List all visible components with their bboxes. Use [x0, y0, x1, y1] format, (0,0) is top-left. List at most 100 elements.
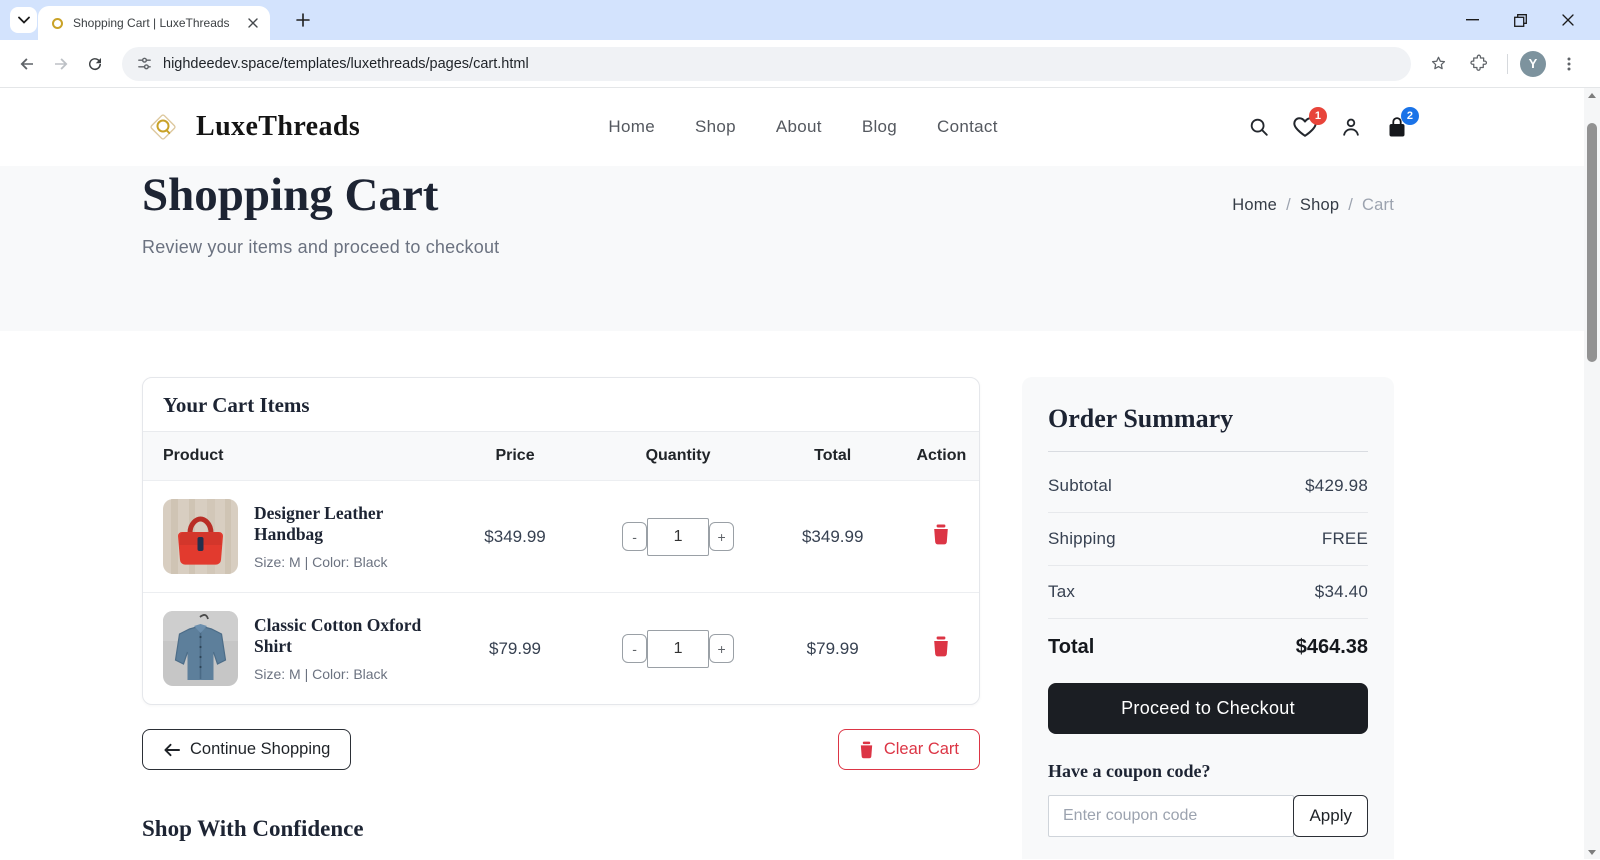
- proceed-to-checkout-button[interactable]: Proceed to Checkout: [1048, 683, 1368, 734]
- qty-increase-button[interactable]: +: [709, 522, 735, 551]
- brand-logo[interactable]: LuxeThreads: [142, 106, 360, 148]
- wishlist-heart-icon[interactable]: 1: [1292, 107, 1327, 140]
- trash-icon: [934, 636, 949, 656]
- cart-bag-icon[interactable]: 2: [1384, 107, 1419, 140]
- new-tab-button[interactable]: [289, 6, 317, 34]
- nav-shop[interactable]: Shop: [694, 117, 736, 136]
- product-meta: Size: M | Color: Black: [254, 554, 388, 570]
- column-quantity: Quantity: [594, 432, 762, 481]
- bookmark-icon[interactable]: [1421, 47, 1455, 81]
- page-subtitle: Review your items and proceed to checkou…: [142, 236, 500, 257]
- nav-home[interactable]: Home: [608, 117, 655, 136]
- browser-tab[interactable]: Shopping Cart | LuxeThreads: [38, 6, 270, 40]
- qty-input[interactable]: [647, 517, 710, 556]
- close-window-button[interactable]: [1560, 12, 1576, 28]
- tab-close-icon[interactable]: [244, 14, 262, 32]
- column-total: Total: [761, 432, 904, 481]
- tab-title: Shopping Cart | LuxeThreads: [73, 16, 230, 30]
- search-icon[interactable]: [1246, 114, 1272, 140]
- cart-table-header: Product Price Quantity Total Action: [143, 432, 979, 481]
- brand-logo-icon: [150, 114, 176, 140]
- cart-actions: Continue Shopping Clear Cart: [142, 729, 980, 770]
- summary-label: Shipping: [1048, 529, 1116, 548]
- breadcrumb-home[interactable]: Home: [1232, 196, 1278, 214]
- scrollbar[interactable]: [1584, 88, 1600, 859]
- nav-about[interactable]: About: [775, 117, 822, 136]
- wishlist-badge: 1: [1308, 107, 1327, 125]
- qty-input[interactable]: [647, 629, 710, 668]
- page-viewport: LuxeThreads Home Shop About Blog Contact…: [0, 88, 1600, 859]
- url-bar[interactable]: highdeedev.space/templates/luxethreads/p…: [122, 46, 1411, 81]
- column-product: Product: [143, 432, 436, 481]
- item-price: $79.99: [489, 638, 542, 658]
- item-price: $349.99: [484, 526, 546, 546]
- maximize-button[interactable]: [1512, 12, 1528, 28]
- arrow-left-icon: [164, 743, 180, 756]
- scrollbar-up-icon[interactable]: [1584, 88, 1600, 102]
- product-image-handbag: [163, 499, 238, 574]
- summary-divider: [1048, 451, 1368, 452]
- forward-icon[interactable]: [44, 47, 78, 81]
- site-header: LuxeThreads Home Shop About Blog Contact…: [0, 88, 1584, 166]
- profile-avatar[interactable]: Y: [1520, 50, 1546, 77]
- cart-badge: 2: [1400, 107, 1419, 125]
- hero-section: Shopping Cart Review your items and proc…: [0, 166, 1584, 331]
- product-meta: Size: M | Color: Black: [254, 666, 388, 682]
- confidence-heading: Shop With Confidence: [142, 816, 364, 841]
- nav-blog[interactable]: Blog: [861, 117, 898, 136]
- product-name[interactable]: Classic Cotton Oxford Shirt: [254, 615, 422, 656]
- remove-item-button[interactable]: [932, 636, 950, 657]
- page-title: Shopping Cart: [142, 169, 439, 221]
- continue-shopping-label: Continue Shopping: [190, 740, 331, 758]
- toolbar-actions: Y: [1421, 47, 1590, 81]
- breadcrumb-shop[interactable]: Shop: [1299, 196, 1340, 214]
- scrollbar-down-icon[interactable]: [1584, 845, 1600, 859]
- browser-menu-icon[interactable]: [1552, 47, 1586, 81]
- browser-titlebar: Shopping Cart | LuxeThreads: [0, 0, 1600, 40]
- coupon-question: Have a coupon code?: [1048, 761, 1211, 781]
- summary-label: Subtotal: [1048, 476, 1112, 495]
- breadcrumb-separator: /: [1286, 196, 1291, 214]
- quantity-stepper: - +: [622, 629, 735, 668]
- coupon-input[interactable]: [1048, 795, 1295, 837]
- minimize-button[interactable]: [1464, 12, 1480, 28]
- tab-favicon: [52, 17, 63, 29]
- summary-title: Order Summary: [1048, 404, 1234, 433]
- window-controls: [1464, 12, 1600, 28]
- summary-value: $34.40: [1314, 582, 1368, 601]
- account-icon[interactable]: [1338, 114, 1364, 140]
- trash-icon: [934, 524, 949, 544]
- summary-value: FREE: [1321, 529, 1368, 548]
- back-icon[interactable]: [10, 47, 44, 81]
- continue-shopping-button[interactable]: Continue Shopping: [142, 729, 352, 770]
- summary-value: $429.98: [1305, 476, 1368, 495]
- reload-icon[interactable]: [78, 47, 112, 81]
- quantity-stepper: - +: [622, 517, 735, 556]
- apply-coupon-button[interactable]: Apply: [1293, 795, 1368, 837]
- qty-decrease-button[interactable]: -: [622, 522, 648, 551]
- nav-contact[interactable]: Contact: [937, 117, 998, 136]
- scrollbar-thumb[interactable]: [1587, 123, 1597, 362]
- remove-item-button[interactable]: [932, 524, 950, 545]
- main-content: Your Cart Items Product Price Quantity T…: [0, 331, 1584, 859]
- clear-cart-label: Clear Cart: [883, 740, 959, 758]
- qty-increase-button[interactable]: +: [709, 634, 735, 663]
- site-info-icon[interactable]: [136, 55, 153, 72]
- total-label: Total: [1048, 636, 1095, 658]
- summary-row-subtotal: Subtotal $429.98: [1048, 460, 1368, 513]
- column-price: Price: [435, 432, 595, 481]
- trash-icon: [860, 741, 872, 758]
- main-nav: Home Shop About Blog Contact: [608, 117, 997, 137]
- breadcrumb-separator: /: [1348, 196, 1354, 214]
- clear-cart-button[interactable]: Clear Cart: [837, 729, 980, 770]
- tab-search-chevron-icon[interactable]: [10, 7, 37, 33]
- qty-decrease-button[interactable]: -: [622, 634, 648, 663]
- summary-row-total: Total $464.38: [1048, 619, 1368, 659]
- coupon-row: Apply: [1048, 795, 1368, 837]
- header-actions: 1 2: [1246, 107, 1419, 140]
- url-text[interactable]: highdeedev.space/templates/luxethreads/p…: [163, 55, 529, 72]
- product-name[interactable]: Designer Leather Handbag: [254, 503, 384, 544]
- extensions-icon[interactable]: [1461, 47, 1495, 81]
- breadcrumb: Home / Shop / Cart: [1232, 196, 1394, 215]
- cart-row-handbag: Designer Leather Handbag Size: M | Color…: [143, 480, 979, 593]
